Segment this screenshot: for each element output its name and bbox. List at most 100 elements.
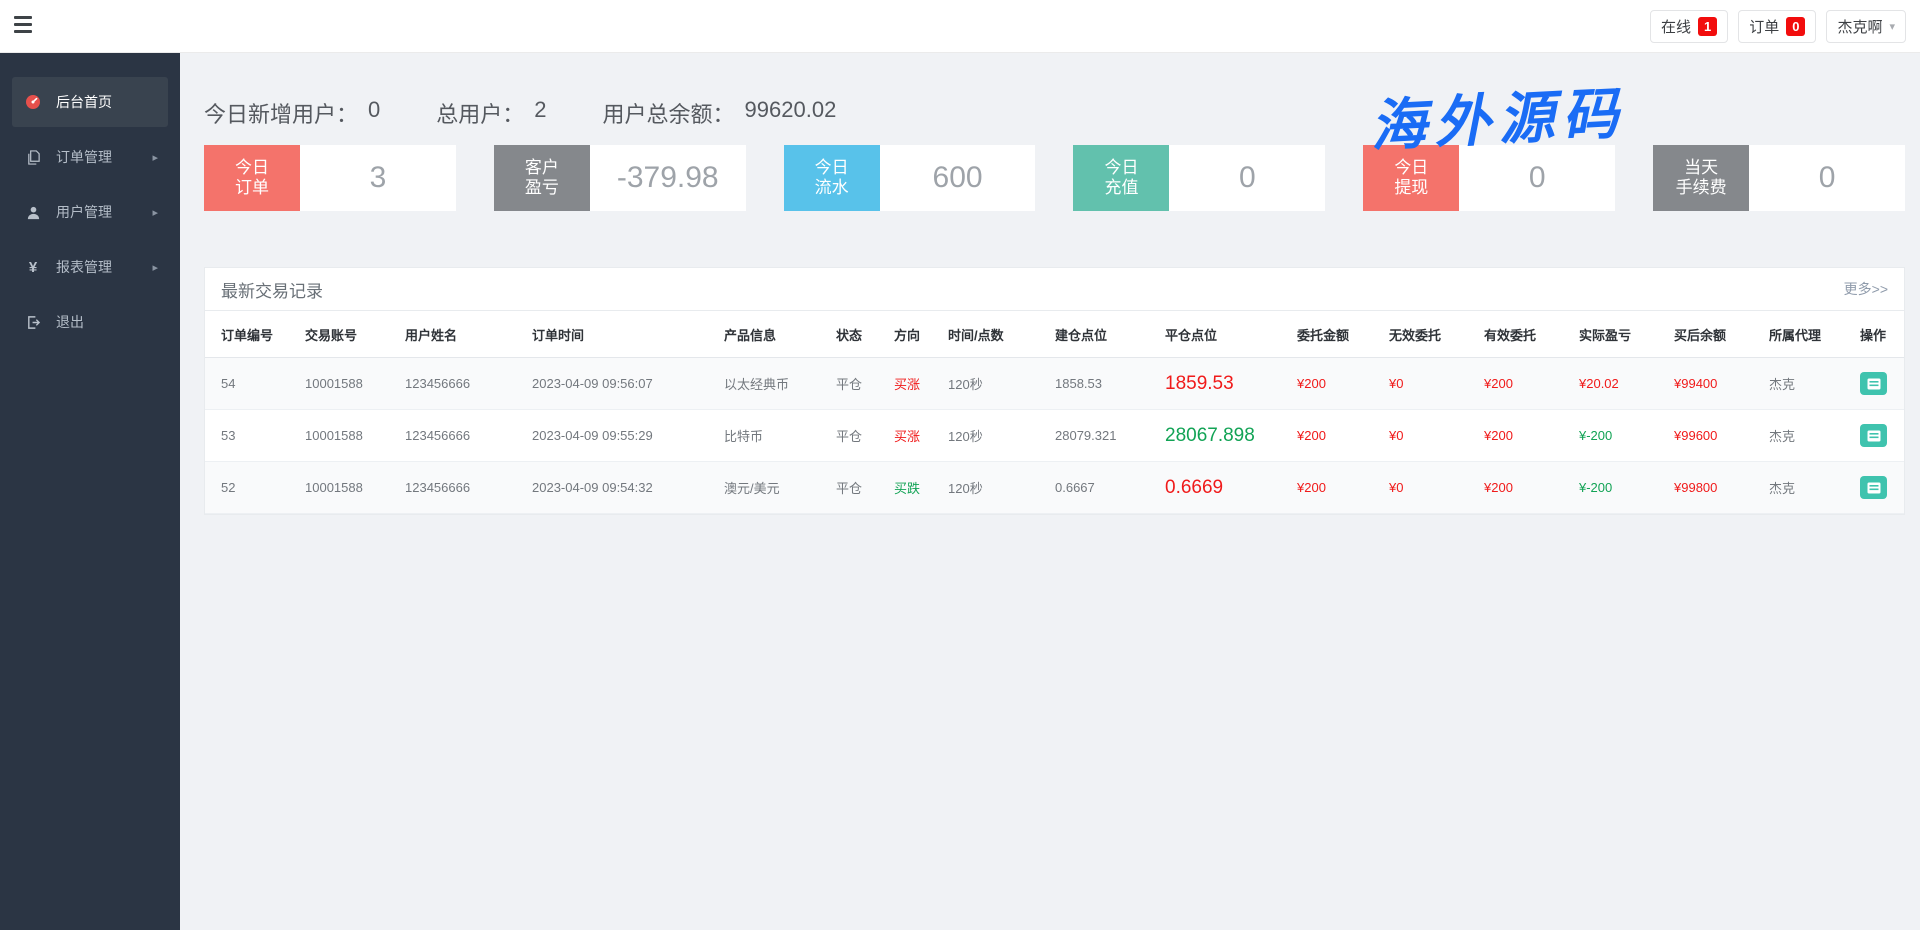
cell-order-time: 2023-04-09 09:54:32	[532, 480, 653, 495]
col-close-price: 平仓点位	[1157, 311, 1289, 358]
cell-invalid-amount: ¥0	[1389, 376, 1404, 391]
card-label: 今日 流水	[783, 145, 880, 211]
user-menu-button[interactable]: 杰克啊 ▾	[1826, 10, 1906, 43]
cell-open-price: 28079.321	[1055, 428, 1117, 443]
chevron-right-icon: ▸	[152, 261, 158, 274]
cell-order-time: 2023-04-09 09:56:07	[532, 376, 653, 391]
cell-user-name: 123456666	[405, 428, 471, 443]
cell-amount: ¥200	[1297, 480, 1326, 495]
card-label: 当天 手续费	[1653, 145, 1750, 211]
card-label-line1: 当天	[1684, 157, 1719, 177]
yen-icon: ¥	[28, 258, 38, 276]
card-label-line1: 今日	[814, 157, 849, 177]
order-details-icon	[1867, 430, 1880, 441]
cell-product: 比特币	[724, 429, 764, 444]
sidebar-item-order-management[interactable]: 订单管理 ▸	[12, 132, 168, 182]
cell-status: 平仓	[836, 377, 863, 392]
orders-count-label: 订单	[1749, 19, 1780, 36]
col-invalid-amount: 无效委托	[1381, 311, 1476, 358]
cell-order-time: 2023-04-09 09:55:29	[532, 428, 653, 443]
view-order-button[interactable]	[1860, 372, 1887, 395]
card-label-line2: 订单	[235, 178, 269, 197]
sidebar-item-user-management[interactable]: 用户管理 ▸	[12, 187, 168, 237]
table-header-row: 订单编号 交易账号 用户姓名 订单时间 产品信息 状态 方向 时间/点数 建仓点…	[205, 311, 1904, 358]
col-order-time: 订单时间	[524, 311, 716, 358]
sidebar-item-logout[interactable]: 退出	[12, 297, 168, 347]
card-label: 客户 盈亏	[493, 145, 590, 211]
card-value: 600	[879, 145, 1036, 211]
cell-duration: 120秒	[948, 429, 983, 444]
card-label-line2: 提现	[1394, 178, 1429, 197]
cell-amount: ¥200	[1297, 428, 1326, 443]
hamburger-menu-icon[interactable]	[14, 16, 34, 36]
card-value: 0	[1749, 145, 1905, 211]
orders-count-button[interactable]: 订单 0	[1738, 10, 1817, 43]
stat-value: 2	[534, 97, 547, 122]
col-order-id: 订单编号	[205, 311, 297, 358]
cell-agent: 杰克	[1769, 429, 1796, 444]
card-label: 今日 订单	[204, 145, 300, 211]
caret-down-icon: ▾	[1889, 21, 1895, 33]
summary-stats-row: 今日新增用户： 0 总用户： 2 用户总余额： 99620.02	[204, 97, 1920, 129]
table-row: 54 10001588 123456666 2023-04-09 09:56:0…	[205, 357, 1904, 410]
main-content: 海外源码 今日新增用户： 0 总用户： 2 用户总余额： 99620.02 今日…	[180, 53, 1920, 930]
card-label-line1: 今日	[235, 157, 269, 177]
cell-actual-pnl: ¥-200	[1579, 480, 1613, 495]
stat-today-new-users: 今日新增用户： 0	[204, 97, 380, 129]
view-order-button[interactable]	[1860, 476, 1887, 499]
cell-duration: 120秒	[948, 481, 983, 496]
cell-account: 10001588	[305, 376, 363, 391]
online-users-label: 在线	[1660, 19, 1691, 36]
user-icon	[24, 205, 42, 220]
logout-icon	[24, 315, 42, 330]
col-agent: 所属代理	[1761, 311, 1852, 358]
topbar: 在线 1 订单 0 杰克啊 ▾	[0, 0, 1920, 53]
cell-actual-pnl: ¥20.02	[1579, 376, 1619, 391]
card-label-line2: 盈亏	[524, 178, 559, 197]
col-open-price: 建仓点位	[1047, 311, 1157, 358]
card-label-line2: 流水	[814, 178, 849, 197]
stat-value: 0	[368, 97, 381, 122]
cell-order-id: 52	[221, 480, 236, 495]
cell-actual-pnl: ¥-200	[1579, 428, 1613, 443]
col-actions: 操作	[1852, 311, 1904, 358]
order-details-icon	[1867, 378, 1880, 389]
cell-direction: 买涨	[894, 377, 921, 392]
col-account: 交易账号	[297, 311, 397, 358]
stat-total-users: 总用户： 2	[436, 97, 546, 129]
col-balance-after: 买后余额	[1666, 311, 1761, 358]
online-users-badge: 1	[1697, 17, 1718, 36]
orders-files-icon	[24, 149, 42, 165]
panel-title: 最新交易记录	[221, 281, 323, 301]
sidebar-item-label: 报表管理	[56, 259, 112, 275]
sidebar-item-dashboard[interactable]: 后台首页	[12, 77, 168, 127]
cell-account: 10001588	[305, 428, 363, 443]
card-label-line1: 客户	[524, 157, 559, 177]
cell-product: 澳元/美元	[724, 481, 780, 496]
cell-account: 10001588	[305, 480, 363, 495]
chevron-right-icon: ▸	[152, 151, 158, 164]
cell-user-name: 123456666	[405, 376, 471, 391]
cell-duration: 120秒	[948, 377, 983, 392]
table-row: 53 10001588 123456666 2023-04-09 09:55:2…	[205, 410, 1904, 462]
card-value: -379.98	[589, 145, 746, 211]
dashboard-gauge-icon	[24, 94, 42, 110]
online-users-button[interactable]: 在线 1	[1649, 10, 1729, 43]
cell-direction: 买涨	[894, 429, 921, 444]
cell-open-price: 1858.53	[1055, 376, 1102, 391]
cell-status: 平仓	[836, 481, 863, 496]
col-product: 产品信息	[716, 311, 828, 358]
cell-user-name: 123456666	[405, 480, 471, 495]
cell-valid-amount: ¥200	[1484, 480, 1513, 495]
card-today-withdrawal: 今日 提现 0	[1363, 145, 1616, 211]
sidebar-item-report-management[interactable]: ¥ 报表管理 ▸	[12, 242, 168, 292]
cell-invalid-amount: ¥0	[1389, 480, 1404, 495]
topbar-right-cluster: 在线 1 订单 0 杰克啊 ▾	[1649, 10, 1906, 43]
more-link[interactable]: 更多>>	[1843, 281, 1888, 297]
view-order-button[interactable]	[1860, 424, 1887, 447]
cell-product: 以太经典币	[724, 377, 790, 392]
sidebar: 后台首页 订单管理 ▸ 用户管理 ▸ ¥ 报表管理 ▸	[0, 53, 180, 930]
card-label-line2: 手续费	[1675, 178, 1727, 197]
table-row: 52 10001588 123456666 2023-04-09 09:54:3…	[205, 461, 1904, 514]
cell-amount: ¥200	[1297, 376, 1326, 391]
